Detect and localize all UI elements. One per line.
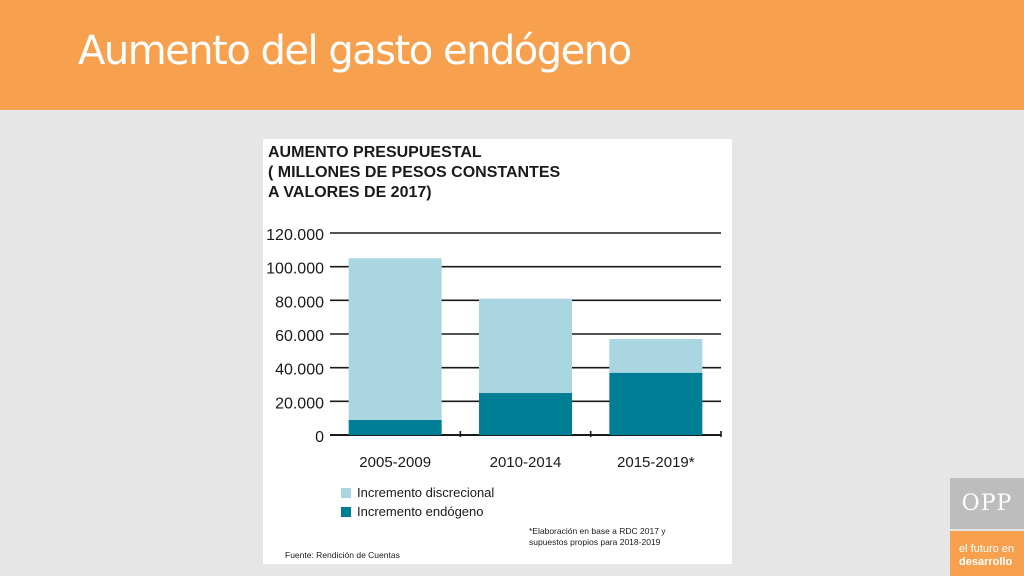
chart-panel: 120.000 100.000 80.000 60.000 40.000 20.000 0 2… xyxy=(263,139,732,564)
y-tick-label: 80.000 xyxy=(275,294,324,311)
legend-item-discrecional: Incremento discrecional xyxy=(341,483,494,502)
chart-title: AUMENTO PRESUPUESTAL ( MILLONES DE PESOS… xyxy=(268,144,561,201)
x-tick-label: 2010-2014 xyxy=(490,454,562,471)
opp-logo-text: OPP xyxy=(961,491,1013,516)
bar-endogeno xyxy=(609,372,703,435)
opp-logo: OPP xyxy=(950,478,1024,529)
y-tick-label: 20.000 xyxy=(275,395,324,412)
x-tick-label: 2005-2009 xyxy=(359,454,431,471)
tagline-line-2: desarrollo xyxy=(959,556,1013,568)
x-tick-label: 2015-2019* xyxy=(617,454,695,471)
legend-swatch-endogeno xyxy=(341,506,351,517)
bar-discrecional xyxy=(609,339,703,373)
legend-label-discrecional: Incremento discrecional xyxy=(357,485,495,500)
chart-source: Fuente: Rendición de Cuentas xyxy=(285,550,400,560)
bar-discrecional xyxy=(348,258,442,420)
legend-item-endogeno: Incremento endógeno xyxy=(341,502,494,521)
legend-swatch-discrecional xyxy=(341,487,351,498)
tagline-line-1: el futuro en xyxy=(959,543,1015,555)
tagline-box: el futuro en desarrollo xyxy=(950,531,1024,576)
slide-title: Aumento del gasto endógeno xyxy=(78,28,632,74)
y-tick-label: 40.000 xyxy=(275,362,324,379)
title-banner xyxy=(0,0,1024,110)
bar-endogeno xyxy=(479,392,572,435)
bar-endogeno xyxy=(348,419,442,435)
y-tick-label: 100.000 xyxy=(266,261,324,278)
bar-chart: 120.000 100.000 80.000 60.000 40.000 20.000 0 2… xyxy=(266,227,722,471)
chart-footnote: *Elaboración en base a RDC 2017 y supues… xyxy=(529,526,666,547)
chart-legend: Incremento discrecional Incremento endóg… xyxy=(341,483,494,521)
y-tick-label: 120.000 xyxy=(266,227,324,244)
legend-label-endogeno: Incremento endógeno xyxy=(357,504,484,519)
bar-discrecional xyxy=(479,298,572,393)
y-tick-label: 0 xyxy=(315,429,324,446)
y-tick-label: 60.000 xyxy=(275,328,324,345)
